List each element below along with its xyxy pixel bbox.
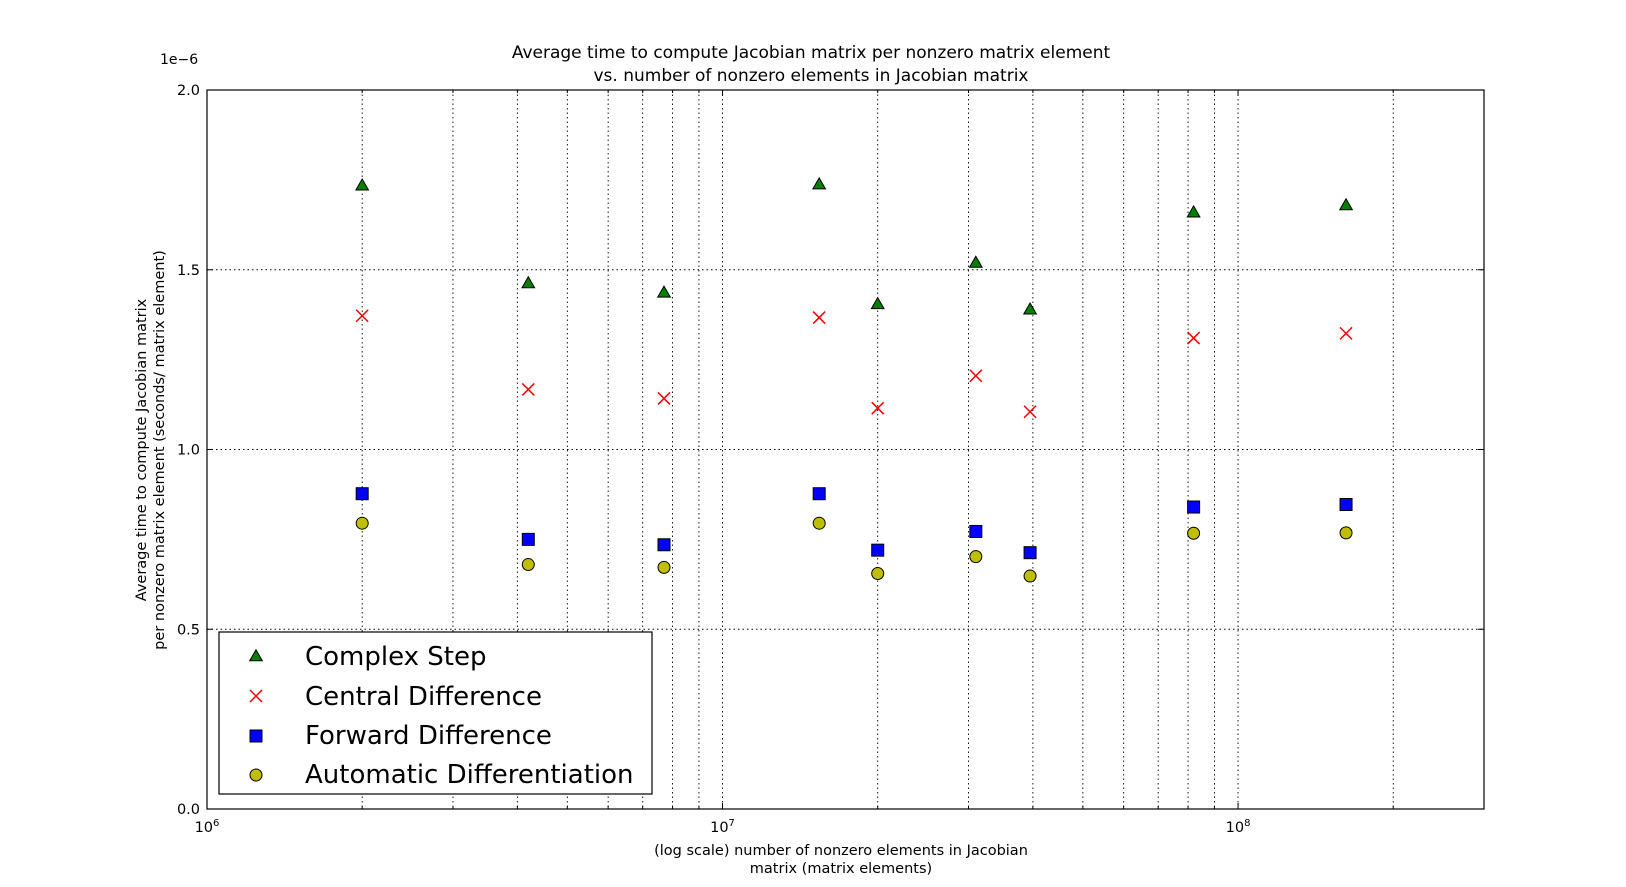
x-marker-stroke xyxy=(521,382,535,396)
forward-difference-point xyxy=(1187,500,1201,514)
legend: Complex Step Central Difference Forward … xyxy=(218,631,653,795)
forward-difference-point xyxy=(657,538,671,552)
y-tick-label: 1.0 xyxy=(177,443,200,459)
x-tick-labels: 106 107 108 xyxy=(195,818,1251,836)
central-difference-point xyxy=(1339,326,1353,340)
x-marker-stroke xyxy=(1187,331,1201,345)
complex-step-point xyxy=(656,285,672,298)
central-difference-point xyxy=(1023,405,1037,419)
complex-step-point xyxy=(1022,301,1038,315)
forward-difference-point xyxy=(812,487,826,501)
legend-marker-complex-step xyxy=(248,648,264,662)
x-marker-stroke xyxy=(969,369,983,383)
y-tick-label: 2.0 xyxy=(177,83,200,99)
plot-area-frame xyxy=(206,89,1485,810)
data-points xyxy=(355,176,1354,583)
x-tick-label: 108 xyxy=(1226,818,1251,836)
legend-label-forward-difference: Forward Difference xyxy=(305,721,552,751)
chart-title-line-2: vs. number of nonzero elements in Jacobi… xyxy=(594,66,1029,86)
automatic-differentiation-point xyxy=(1023,569,1037,583)
automatic-differentiation-point xyxy=(657,560,671,574)
central-difference-point xyxy=(355,309,369,323)
central-difference-point xyxy=(969,369,983,383)
automatic-differentiation-point xyxy=(1187,526,1201,540)
complex-step-point xyxy=(355,177,370,191)
y-axis-label-line-2: per nonzero matrix element (seconds/ mat… xyxy=(152,250,168,650)
complex-step-point xyxy=(870,296,885,310)
forward-difference-point xyxy=(871,543,885,557)
x-marker-stroke xyxy=(657,391,671,405)
central-difference-point xyxy=(812,311,826,325)
y-tick-labels: 0.0 0.5 1.0 1.5 2.0 xyxy=(177,83,200,818)
x-marker-stroke xyxy=(871,401,885,415)
x-axis-label-line-1: (log scale) number of nonzero elements i… xyxy=(654,843,1028,859)
x-tick-label: 106 xyxy=(195,818,220,836)
y-tick-label: 0.5 xyxy=(177,622,200,638)
x-axis-label-line-2: matrix (matrix elements) xyxy=(750,861,932,877)
legend-label-central-difference: Central Difference xyxy=(305,682,542,712)
legend-label-complex-step: Complex Step xyxy=(305,642,487,672)
y-axis-offset-label: 1e−6 xyxy=(160,52,198,68)
central-difference-point xyxy=(657,391,671,405)
x-tick-label: 107 xyxy=(710,818,735,836)
central-difference-point xyxy=(871,401,885,415)
chart-title-line-1: Average time to compute Jacobian matrix … xyxy=(512,43,1111,63)
automatic-differentiation-point xyxy=(355,516,369,530)
x-marker-stroke xyxy=(249,689,263,703)
legend-marker-central-difference xyxy=(249,689,263,703)
complex-step-point xyxy=(1186,204,1201,218)
complex-step-point xyxy=(1338,197,1354,211)
x-marker-stroke xyxy=(355,309,369,323)
complex-step-point xyxy=(812,176,827,190)
automatic-differentiation-point xyxy=(969,550,983,564)
legend-marker-forward-difference xyxy=(249,729,263,743)
legend-marker-automatic-differentiation xyxy=(249,768,263,782)
y-tick-label: 1.5 xyxy=(177,263,200,279)
automatic-differentiation-point xyxy=(521,558,535,572)
legend-markers xyxy=(248,648,264,782)
forward-difference-point xyxy=(969,524,983,538)
central-difference-point xyxy=(521,382,535,396)
x-marker-stroke xyxy=(1023,405,1037,419)
automatic-differentiation-point xyxy=(1339,526,1353,540)
y-axis-label-line-1: Average time to compute Jacobian matrix xyxy=(134,298,150,601)
legend-label-automatic-differentiation: Automatic Differentiation xyxy=(305,760,634,790)
forward-difference-point xyxy=(355,487,369,501)
forward-difference-point xyxy=(1339,498,1353,512)
x-marker-stroke xyxy=(812,311,826,325)
central-difference-point xyxy=(1187,331,1201,345)
automatic-differentiation-point xyxy=(812,516,826,530)
legend-box xyxy=(218,631,653,795)
forward-difference-point xyxy=(521,532,535,546)
x-marker-stroke xyxy=(1339,326,1353,340)
automatic-differentiation-point xyxy=(871,567,885,581)
complex-step-point xyxy=(521,275,536,289)
complex-step-point xyxy=(968,255,983,268)
y-tick-label: 0.0 xyxy=(177,802,200,818)
forward-difference-point xyxy=(1023,546,1037,560)
